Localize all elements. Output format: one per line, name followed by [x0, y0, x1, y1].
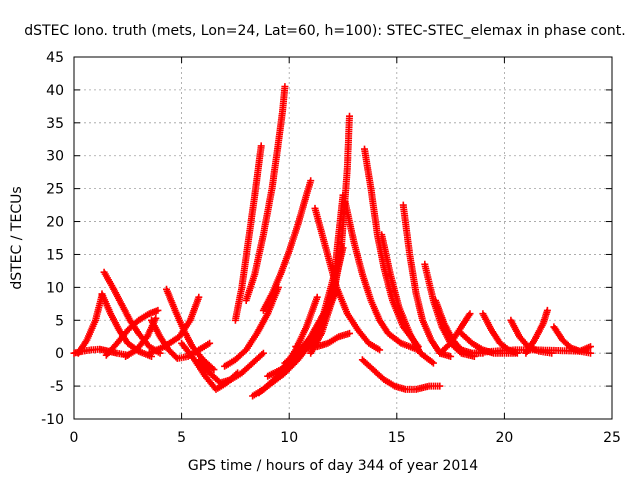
- data-series-arc-24: [361, 145, 422, 351]
- y-tick-label: 25: [46, 182, 64, 198]
- data-point-markers: [195, 349, 267, 387]
- data-point-markers: [436, 310, 474, 357]
- data-point-markers: [468, 343, 594, 357]
- data-series-arc-14: [221, 283, 282, 370]
- y-tick-label: 10: [46, 280, 64, 296]
- x-tick-label: 0: [70, 430, 79, 446]
- data-point-markers: [311, 204, 384, 354]
- y-tick-label: 45: [46, 50, 64, 66]
- x-axis-label: GPS time / hours of day 344 of year 2014: [188, 458, 478, 474]
- x-tick-label: 15: [388, 430, 406, 446]
- y-tick-label: 15: [46, 247, 64, 263]
- y-axis-label: dSTEC / TECUs: [9, 186, 25, 289]
- data-point-markers: [231, 142, 265, 324]
- y-tick-label: -5: [50, 379, 64, 395]
- axis-ticks: 0 5 10 15 20 25 -10 -5 0 5 10 15 20 25 30 35 40 45: [41, 50, 621, 446]
- data-point-markers: [102, 306, 162, 359]
- data-series-arc-26: [358, 356, 444, 393]
- data-series-arc-25: [378, 231, 437, 367]
- y-tick-label: 40: [46, 83, 64, 99]
- y-tick-label: 0: [55, 346, 64, 362]
- data-series-arc-27: [399, 201, 455, 360]
- data-series-arc-23: [341, 198, 422, 354]
- data-series-group: [70, 83, 594, 400]
- data-series-arc-08: [163, 285, 218, 374]
- data-point-markers: [341, 198, 422, 354]
- y-tick-label: 30: [46, 149, 64, 165]
- data-series-arc-21: [311, 204, 384, 354]
- data-series-arc-12: [231, 142, 265, 324]
- data-series-arc-02: [74, 291, 106, 357]
- y-tick-label: 5: [55, 313, 64, 329]
- data-point-markers: [264, 244, 347, 380]
- x-tick-label: 5: [177, 430, 186, 446]
- data-series-arc-18: [264, 244, 347, 380]
- data-series-arc-36: [468, 343, 594, 357]
- data-series-arc-13: [242, 83, 289, 304]
- y-tick-label: -10: [41, 412, 64, 428]
- x-tick-label: 10: [280, 430, 298, 446]
- chart-title: dSTEC Iono. truth (mets, Lon=24, Lat=60,…: [24, 23, 625, 39]
- data-point-markers: [292, 329, 353, 352]
- plot-frame: [73, 56, 613, 420]
- data-series-arc-11: [195, 349, 267, 387]
- data-series-arc-30: [436, 310, 474, 357]
- data-point-markers: [74, 291, 106, 357]
- data-point-markers: [378, 231, 437, 367]
- y-tick-label: 35: [46, 116, 64, 132]
- data-series-arc-22: [292, 329, 353, 352]
- x-tick-label: 20: [495, 430, 513, 446]
- data-point-markers: [399, 201, 455, 360]
- data-point-markers: [361, 145, 422, 351]
- data-point-markers: [242, 83, 289, 304]
- y-tick-label: 20: [46, 215, 64, 231]
- data-point-markers: [221, 283, 282, 370]
- data-series-arc-09: [145, 293, 203, 357]
- data-series-arc-05: [102, 306, 162, 359]
- data-point-markers: [145, 293, 203, 357]
- data-point-markers: [163, 285, 218, 374]
- x-tick-label: 25: [603, 430, 621, 446]
- data-point-markers: [259, 177, 315, 314]
- data-series-arc-15: [259, 177, 315, 314]
- data-point-markers: [358, 356, 444, 393]
